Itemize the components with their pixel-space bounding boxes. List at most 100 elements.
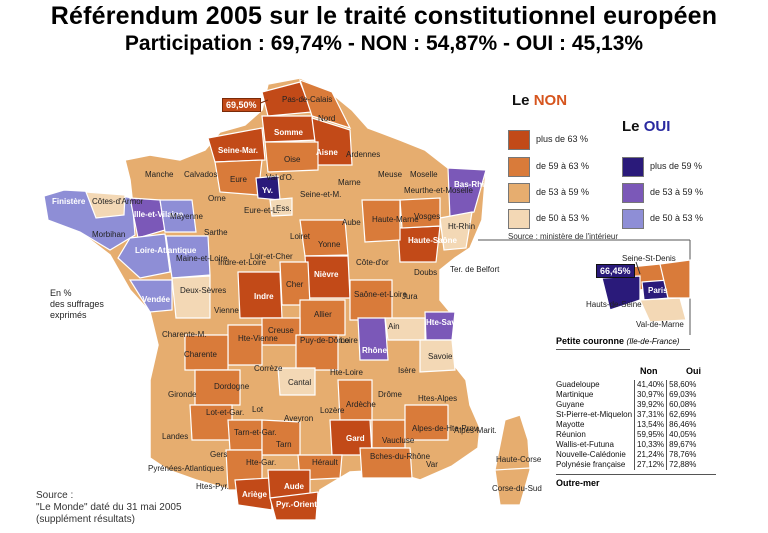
dept-label: Morbihan <box>92 230 126 239</box>
yonne-region <box>299 219 349 257</box>
dept-label: Vendée <box>142 295 171 304</box>
map-subtitle: Participation : 69,74% - NON : 54,87% - … <box>124 32 644 55</box>
legend-swatch <box>508 209 530 229</box>
table-row: Wallis-et-Futuna 10,33% 89,67% <box>556 440 699 450</box>
table-row: Martinique 30,97% 69,03% <box>556 390 699 400</box>
dept-label: Gers <box>210 450 228 459</box>
deux-sevres-region <box>171 275 211 319</box>
dept-label: Charente-M. <box>162 330 207 339</box>
table-row: Guadeloupe 41,40% 58,60% <box>556 380 699 390</box>
dept-label: Meuse <box>378 170 403 179</box>
hte-vienne-region <box>227 324 263 366</box>
dept-label: Hérault <box>312 458 338 467</box>
dept-label: Ain <box>388 322 400 331</box>
dept-label: Saône-et-Loire <box>354 290 407 299</box>
dept-label: Yonne <box>318 240 341 249</box>
dept-label: Pyr.-Orientales <box>276 500 333 509</box>
dept-label: Vaucluse <box>382 436 415 445</box>
dept-label: Marne <box>338 178 361 187</box>
table-row: Mayotte 13,54% 86,46% <box>556 420 699 430</box>
ht-rhin-region <box>439 211 473 251</box>
oise-region <box>264 141 319 173</box>
dept-label: Loiret <box>290 232 311 241</box>
vosges-region <box>399 197 441 229</box>
haute-marne-region <box>361 199 401 243</box>
dept-label: Savoie <box>428 352 453 361</box>
dept-label: Alpes-Marit. <box>454 426 497 435</box>
legend-label: plus de 63 % <box>536 134 589 144</box>
legend-label: de 50 à 53 % <box>536 213 590 223</box>
dept-label: Cher <box>286 280 304 289</box>
legend-swatch <box>622 157 644 177</box>
dept-label: Sarthe <box>204 228 228 237</box>
legend-label: de 53 à 59 % <box>536 187 590 197</box>
pc-label: Paris <box>648 286 668 295</box>
ariege-region <box>234 477 273 511</box>
dept-label: Loire <box>340 336 358 345</box>
dept-label: Gironde <box>168 390 197 399</box>
dept-label: Nord <box>318 114 336 123</box>
dept-label: Charente <box>184 350 217 359</box>
legend-swatch <box>622 183 644 203</box>
pyr-orientales-region <box>269 491 319 521</box>
dept-label: Var <box>426 460 438 469</box>
dept-label: Ess. <box>276 204 292 213</box>
legend-source: Source : ministère de l'intérieur <box>508 232 619 241</box>
alpes-hte-prov-region <box>404 404 449 441</box>
dept-label: Hte-Vienne <box>238 334 278 343</box>
legend-label: plus de 59 % <box>650 161 703 171</box>
dept-label: Orne <box>208 194 226 203</box>
divider <box>556 349 690 350</box>
saone-et-loire-region <box>349 279 393 321</box>
pc-label: Hauts-de-Seine <box>586 300 642 309</box>
dept-label: Lot-et-Gar. <box>206 408 245 417</box>
pc-label: Val-de-Marne <box>636 320 684 329</box>
val-de-marne-region <box>639 297 687 323</box>
dept-label: Landes <box>162 432 189 441</box>
dept-label: Seine-et-M. <box>300 190 342 199</box>
legend-label: de 50 à 53 % <box>650 213 704 223</box>
dept-label: Val-d'O. <box>266 173 295 182</box>
dept-label: Deux-Sèvres <box>180 286 227 295</box>
table-row: Polynésie française 27,12% 72,88% <box>556 460 699 470</box>
legend-label: de 59 à 63 % <box>536 161 590 171</box>
bas-rhin-region <box>447 167 487 219</box>
dept-label: Aube <box>342 218 361 227</box>
dept-label: Somme <box>274 128 303 137</box>
dept-label: Haute-Saône <box>408 236 457 245</box>
dept-label: Ille-et-Vilaine <box>134 210 184 219</box>
dept-label: Nièvre <box>314 270 339 279</box>
legend-label: de 53 à 59 % <box>650 187 704 197</box>
dept-label: Corrèze <box>254 364 283 373</box>
loire-atl-region <box>117 233 171 279</box>
rhone-region <box>357 317 389 361</box>
cotes-darmor-region <box>85 191 126 219</box>
dept-label: Bches-du-Rhône <box>370 452 431 461</box>
dept-label: Pyrénées-Atlantiques <box>148 464 225 473</box>
dept-label: Eure <box>230 175 247 184</box>
dept-label: Maine-et-Loire <box>176 254 228 263</box>
table-row: Nouvelle-Calédonie 21,24% 78,76% <box>556 450 699 460</box>
dept-label: Ariège <box>242 490 267 499</box>
dept-label: Indre <box>254 292 274 301</box>
outremer-table: Guadeloupe 41,40% 58,60% Martinique 30,97% 6… <box>554 380 699 470</box>
tarn-region <box>261 419 301 456</box>
dept-label: Manche <box>145 170 174 179</box>
dept-label: Vosges <box>414 212 441 221</box>
dept-label: Oise <box>284 155 301 164</box>
dept-label: Doubs <box>414 268 438 277</box>
seine-mar-region <box>207 127 266 163</box>
savoie-region <box>419 339 456 373</box>
dept-label: Hte-Loire <box>330 368 363 377</box>
dept-label: Ht-Rhin <box>448 222 476 231</box>
dept-label: Calvados <box>184 170 218 179</box>
dept-label: Mayenne <box>170 212 203 221</box>
essonne-region <box>269 197 293 217</box>
dept-label: Htes-Alpes <box>418 394 458 403</box>
dept-label: Lozère <box>320 406 345 415</box>
dept-label: Ardèche <box>346 400 376 409</box>
dept-label: Gard <box>346 434 365 443</box>
bches-du-rhone-region <box>359 447 413 479</box>
dept-label: Meurthe-et-Moselle <box>404 186 473 195</box>
suffrages-note: En % des suffrages exprimés <box>50 288 104 320</box>
